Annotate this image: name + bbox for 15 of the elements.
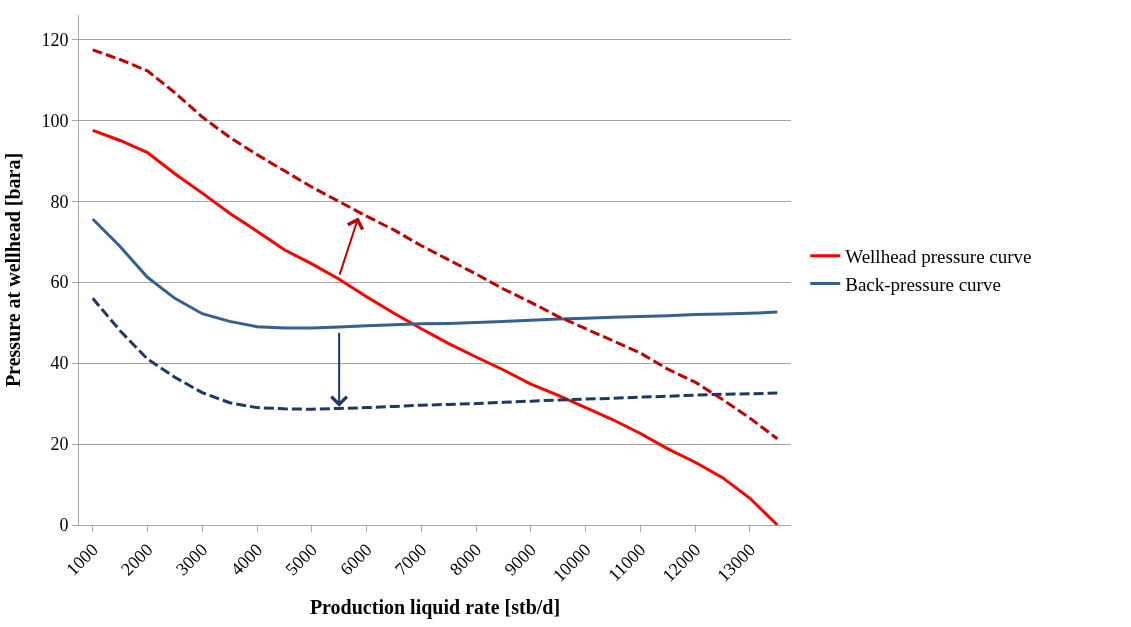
- y-tick-label: 80: [50, 191, 69, 212]
- legend-label: Back-pressure curve: [845, 273, 1001, 295]
- y-tick-label: 100: [41, 110, 69, 131]
- line-series: [91, 48, 779, 441]
- y-tick-label: 40: [50, 353, 69, 374]
- legend-label: Wellhead pressure curve: [845, 246, 1032, 268]
- line-series: [91, 217, 779, 330]
- y-axis-title: Pressure at wellhead [bara]: [1, 152, 24, 388]
- x-axis-title: Production liquid rate [stb/d]: [309, 596, 561, 620]
- line-series: [91, 296, 779, 411]
- y-tick-label: 20: [50, 434, 69, 455]
- y-tick-label: 120: [41, 29, 69, 50]
- y-tick-label: 0: [59, 515, 69, 536]
- y-tick-label: 60: [50, 272, 69, 293]
- line-series: [91, 128, 779, 525]
